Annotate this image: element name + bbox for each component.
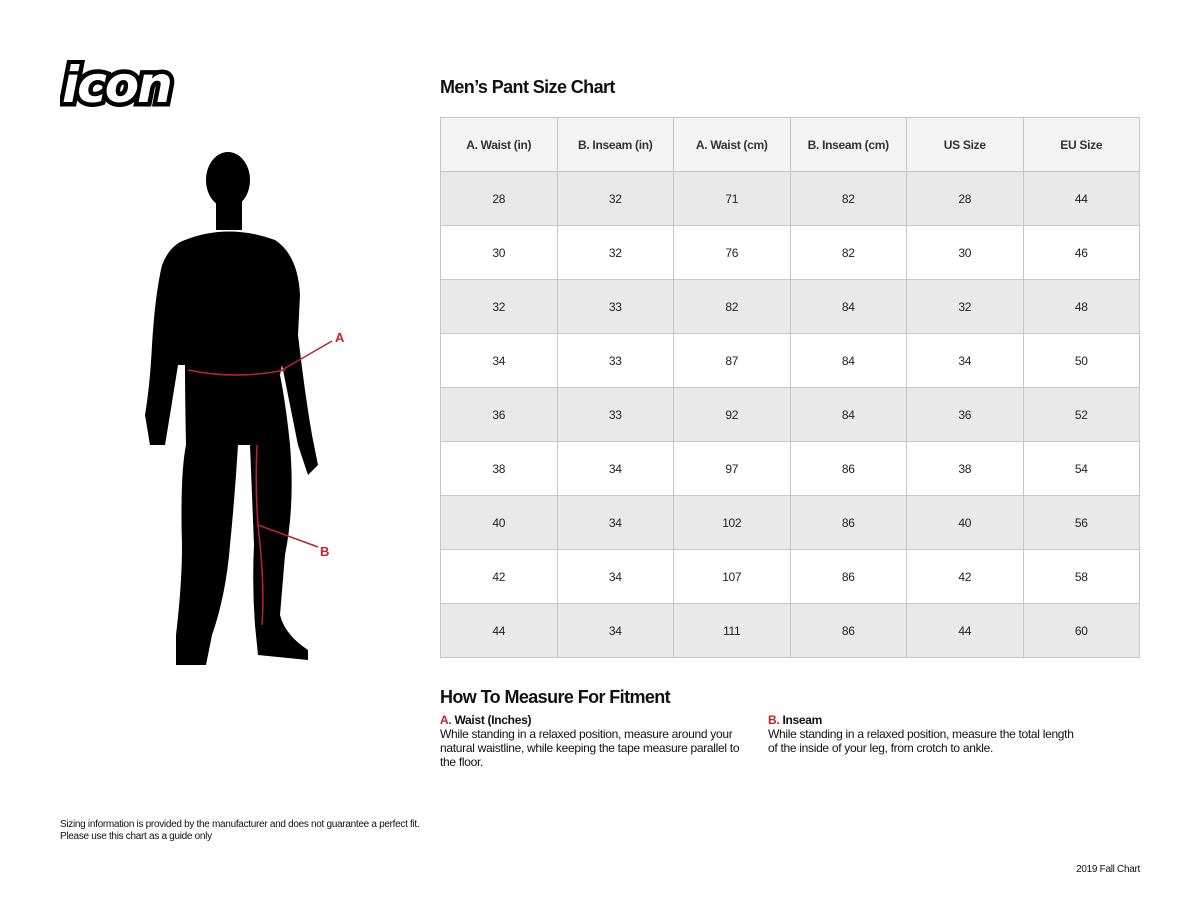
table-header-row: A. Waist (in) B. Inseam (in) A. Waist (cm)… xyxy=(440,117,1140,172)
table-cell: 33 xyxy=(556,279,674,334)
table-cell: 86 xyxy=(789,603,907,658)
table-cell: 107 xyxy=(673,549,791,604)
table-row: 30 32 76 82 30 46 xyxy=(440,225,1140,280)
table-cell: 34 xyxy=(556,441,674,496)
table-row: 36 33 92 84 36 52 xyxy=(440,387,1140,442)
column-header: A. Waist (cm) xyxy=(673,117,791,172)
table-cell: 102 xyxy=(673,495,791,550)
table-cell: 42 xyxy=(906,549,1024,604)
inseam-instructions: B. Inseam While standing in a relaxed po… xyxy=(768,713,1078,755)
label-b: B xyxy=(320,544,329,559)
column-header: B. Inseam (in) xyxy=(556,117,674,172)
table-cell: 52 xyxy=(1022,387,1140,442)
table-row: 38 34 97 86 38 54 xyxy=(440,441,1140,496)
table-cell: 28 xyxy=(440,171,558,226)
inseam-letter: B. xyxy=(768,713,780,727)
table-cell: 86 xyxy=(789,495,907,550)
table-cell: 34 xyxy=(556,495,674,550)
table-cell: 82 xyxy=(789,225,907,280)
table-cell: 44 xyxy=(1022,171,1140,226)
table-cell: 111 xyxy=(673,603,791,658)
table-cell: 54 xyxy=(1022,441,1140,496)
icon-logo: icon xyxy=(58,52,245,119)
table-cell: 48 xyxy=(1022,279,1140,334)
table-cell: 56 xyxy=(1022,495,1140,550)
table-cell: 32 xyxy=(556,171,674,226)
table-cell: 36 xyxy=(440,387,558,442)
table-cell: 97 xyxy=(673,441,791,496)
table-cell: 50 xyxy=(1022,333,1140,388)
table-cell: 40 xyxy=(906,495,1024,550)
table-row: 32 33 82 84 32 48 xyxy=(440,279,1140,334)
table-cell: 87 xyxy=(673,333,791,388)
table-cell: 86 xyxy=(789,441,907,496)
table-cell: 34 xyxy=(556,603,674,658)
table-cell: 84 xyxy=(789,387,907,442)
table-cell: 36 xyxy=(906,387,1024,442)
body-silhouette: A B xyxy=(130,145,360,675)
footer-label: 2019 Fall Chart xyxy=(1076,864,1140,875)
table-cell: 34 xyxy=(556,549,674,604)
table-row: 40 34 102 86 40 56 xyxy=(440,495,1140,550)
table-cell: 84 xyxy=(789,333,907,388)
table-row: 44 34 111 86 44 60 xyxy=(440,603,1140,658)
table-cell: 40 xyxy=(440,495,558,550)
table-cell: 44 xyxy=(440,603,558,658)
logo-wordmark: icon xyxy=(62,60,171,110)
table-cell: 92 xyxy=(673,387,791,442)
size-table: A. Waist (in) B. Inseam (in) A. Waist (cm)… xyxy=(440,117,1140,658)
table-cell: 44 xyxy=(906,603,1024,658)
column-header: B. Inseam (cm) xyxy=(789,117,907,172)
howto-title: How To Measure For Fitment xyxy=(440,687,671,707)
table-cell: 71 xyxy=(673,171,791,226)
table-cell: 42 xyxy=(440,549,558,604)
table-cell: 32 xyxy=(440,279,558,334)
column-header: EU Size xyxy=(1022,117,1140,172)
table-row: 42 34 107 86 42 58 xyxy=(440,549,1140,604)
table-row: 34 33 87 84 34 50 xyxy=(440,333,1140,388)
table-cell: 32 xyxy=(906,279,1024,334)
table-cell: 84 xyxy=(789,279,907,334)
disclaimer-line: Sizing information is provided by the ma… xyxy=(60,819,420,830)
waist-heading: Waist (Inches) xyxy=(454,713,532,727)
waist-text: While standing in a relaxed position, me… xyxy=(440,727,740,769)
disclaimer: Sizing information is provided by the ma… xyxy=(60,819,420,843)
table-row: 28 32 71 82 28 44 xyxy=(440,171,1140,226)
table-cell: 60 xyxy=(1022,603,1140,658)
table-cell: 82 xyxy=(673,279,791,334)
table-cell: 38 xyxy=(906,441,1024,496)
label-a: A xyxy=(335,330,345,345)
table-cell: 28 xyxy=(906,171,1024,226)
column-header: US Size xyxy=(906,117,1024,172)
table-cell: 33 xyxy=(556,387,674,442)
inseam-text: While standing in a relaxed position, me… xyxy=(768,727,1074,755)
waist-instructions: A. Waist (Inches) While standing in a re… xyxy=(440,713,750,769)
table-cell: 30 xyxy=(440,225,558,280)
table-cell: 46 xyxy=(1022,225,1140,280)
table-cell: 82 xyxy=(789,171,907,226)
table-cell: 34 xyxy=(906,333,1024,388)
table-cell: 58 xyxy=(1022,549,1140,604)
table-cell: 86 xyxy=(789,549,907,604)
table-cell: 32 xyxy=(556,225,674,280)
waist-letter: A. xyxy=(440,713,452,727)
table-cell: 34 xyxy=(440,333,558,388)
disclaimer-line: Please use this chart as a guide only xyxy=(60,831,212,842)
table-cell: 38 xyxy=(440,441,558,496)
table-cell: 33 xyxy=(556,333,674,388)
page-title: Men’s Pant Size Chart xyxy=(440,77,615,97)
column-header: A. Waist (in) xyxy=(440,117,558,172)
table-cell: 76 xyxy=(673,225,791,280)
table-cell: 30 xyxy=(906,225,1024,280)
inseam-heading: Inseam xyxy=(782,713,823,727)
